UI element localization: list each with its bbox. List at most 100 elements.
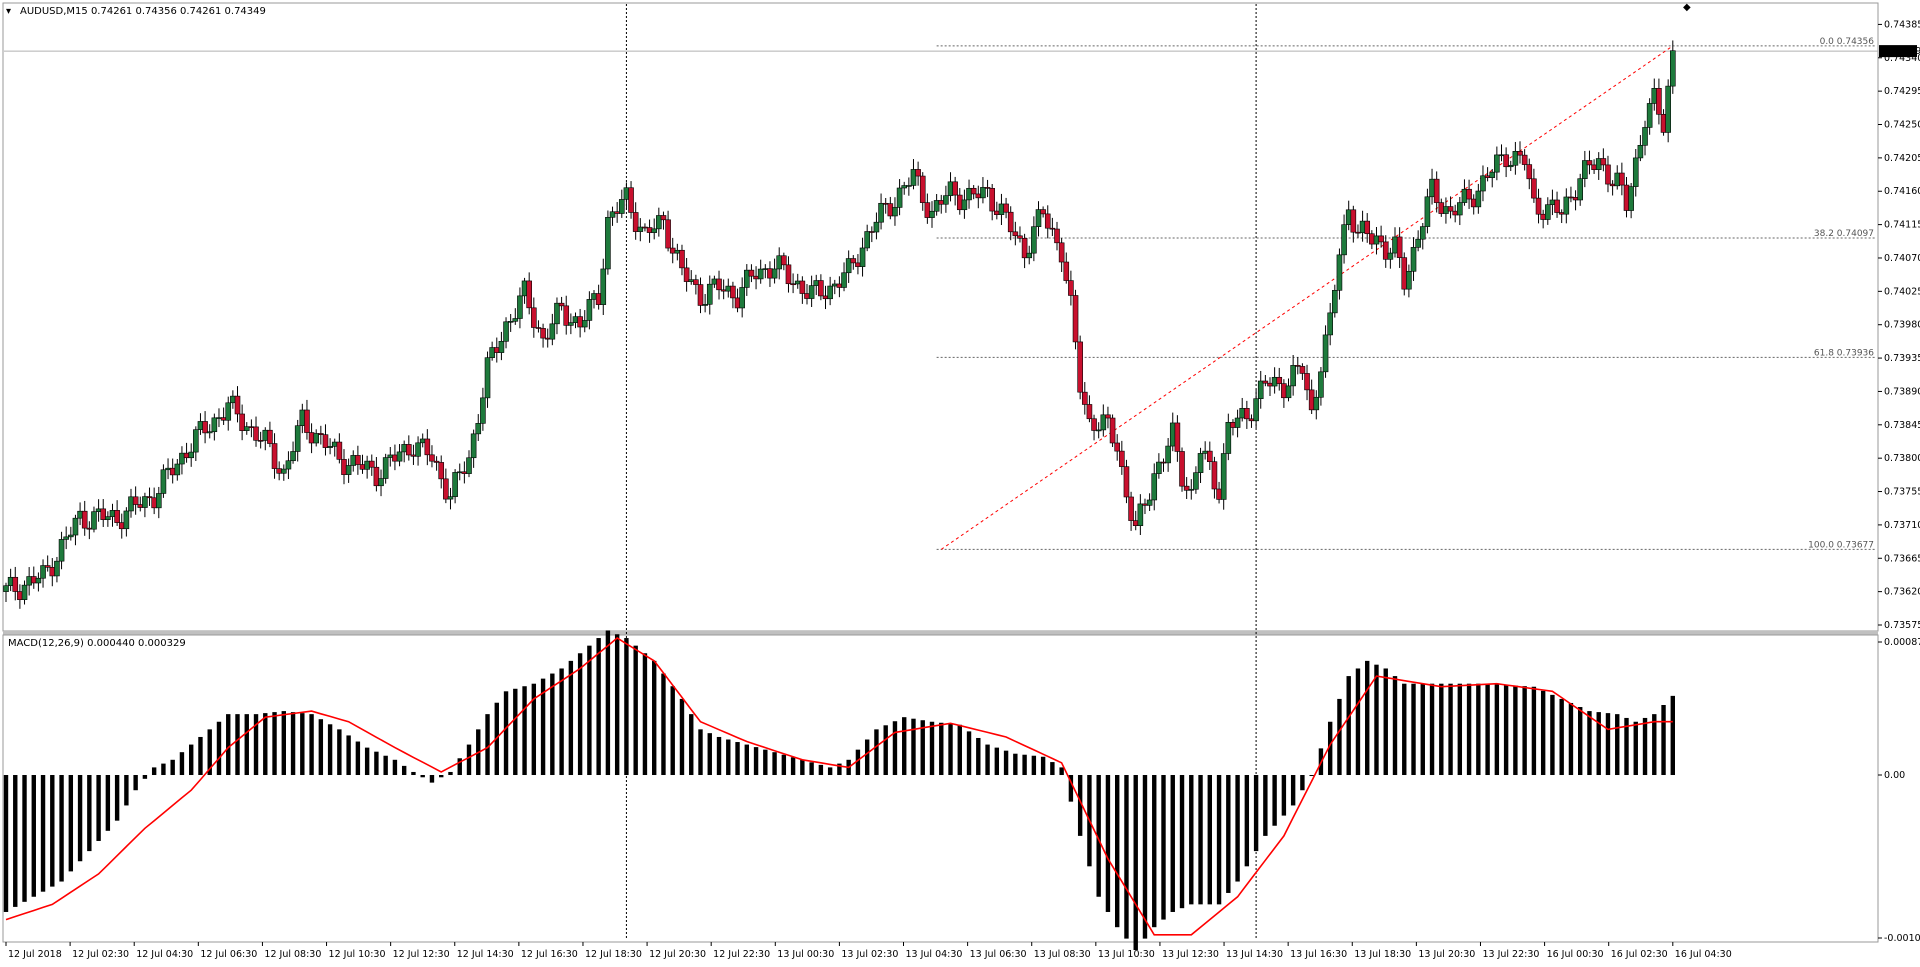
candle-bull (1507, 164, 1514, 168)
candle-bear (1355, 231, 1361, 234)
candle-bear (544, 337, 551, 340)
candle-bull (1202, 450, 1208, 454)
candle-bear (318, 433, 324, 435)
candle-bull (674, 249, 681, 254)
panel-menu-icon[interactable]: ▾ (6, 6, 11, 17)
candle-bear (355, 455, 361, 465)
candle-bull (3, 585, 9, 592)
candle-bull (262, 429, 269, 441)
price-tick-label: 0.74385 (1884, 19, 1920, 30)
macd-bar (735, 742, 740, 776)
candle-bear (1433, 178, 1440, 203)
macd-bar (161, 763, 166, 776)
macd-bar (624, 638, 629, 776)
candle-bear (1470, 198, 1477, 208)
candle-bear (271, 443, 278, 469)
candle-bull (1193, 472, 1199, 490)
macd-bar (346, 735, 351, 776)
candle-bear (1558, 212, 1565, 215)
candle-bear (100, 508, 107, 520)
macd-bar (864, 739, 870, 776)
candle-bull (507, 321, 514, 323)
time-tick-label: 13 Jul 06:30 (970, 949, 1027, 960)
macd-bar (114, 775, 120, 821)
time-axis: 12 Jul 2018 12 Jul 02:30 12 Jul 04:30 12 Ju… (5, 942, 1732, 960)
candle-bull (1475, 190, 1482, 208)
fib-level-label: 0.0 0.74356 (1820, 37, 1875, 47)
macd-bar (124, 775, 129, 806)
candle-bull (243, 426, 250, 431)
candle-bear (433, 460, 440, 463)
macd-bar (929, 721, 935, 776)
candle-bull (910, 169, 917, 186)
candle-bear (341, 459, 347, 475)
fib-trend-line[interactable] (940, 45, 1674, 550)
candle-bear (239, 413, 245, 431)
candle-bear (1656, 88, 1662, 115)
macd-bar (1624, 717, 1629, 776)
candle-bull (419, 438, 426, 444)
macd-bar (948, 723, 953, 776)
candle-bull (105, 516, 111, 520)
candle-bear (253, 426, 259, 441)
macd-bar (652, 660, 657, 776)
candle-bull (1646, 103, 1653, 128)
time-tick-label: 13 Jul 12:30 (1162, 949, 1219, 960)
candle-bull (1313, 396, 1320, 411)
candle-bull (1512, 151, 1519, 166)
candle-bear (1503, 154, 1509, 168)
candle-bull (128, 496, 134, 512)
candle-bull (873, 221, 880, 233)
macd-bar (1355, 668, 1361, 776)
candle-bull (160, 469, 167, 494)
candle-bull (998, 203, 1005, 215)
macd-bar (577, 653, 583, 776)
candle-bull (1345, 209, 1352, 226)
candle-bear (373, 466, 380, 487)
macd-bar (198, 736, 203, 776)
macd-axis: 0.000874 0.00 -0.001071 (1878, 637, 1920, 944)
candle-bull (771, 268, 778, 279)
macd-bar (439, 775, 444, 778)
macd-bar (1513, 685, 1518, 776)
candle-bear (632, 212, 639, 232)
candle-bull (1137, 503, 1144, 526)
fib-level-label: 38.2 0.74097 (1814, 229, 1874, 239)
candle-bull (327, 446, 333, 448)
candle-bear (1040, 209, 1046, 215)
price-tick-label: 0.74340 (1884, 53, 1920, 64)
macd-bar (522, 686, 527, 776)
candle-bull (831, 283, 838, 287)
candle-bear (970, 187, 977, 195)
candle-bear (220, 417, 227, 421)
candle-bear (443, 478, 449, 500)
macd-bar (1615, 714, 1620, 776)
macd-bar (855, 749, 861, 776)
macd-bar (568, 660, 574, 776)
candle-bear (1350, 209, 1357, 233)
candle-bull (230, 395, 236, 404)
panel-separator[interactable] (3, 631, 1878, 635)
macd-bar (1124, 775, 1129, 939)
macd-tick-label: -0.001071 (1884, 933, 1920, 944)
candle-bear (1484, 175, 1491, 178)
candle-bull (711, 278, 718, 285)
candle-bull (480, 397, 486, 424)
macd-bar (550, 673, 555, 776)
candle-bull (859, 247, 866, 267)
candle-bear (975, 193, 982, 199)
candle-bear (1521, 154, 1528, 165)
candle-bull (331, 441, 338, 447)
candle-bear (202, 421, 208, 434)
candle-bull (193, 429, 199, 453)
candle-bear (1142, 503, 1148, 506)
candle-bear (461, 471, 468, 474)
macd-bar (939, 722, 944, 776)
candle-bull (1461, 188, 1468, 203)
candle-bull (123, 510, 130, 530)
candle-bull (72, 517, 79, 536)
candle-bull (1253, 398, 1259, 422)
candle-bear (1081, 391, 1088, 405)
candle-bear (1183, 485, 1190, 491)
macd-bar (1439, 683, 1444, 776)
